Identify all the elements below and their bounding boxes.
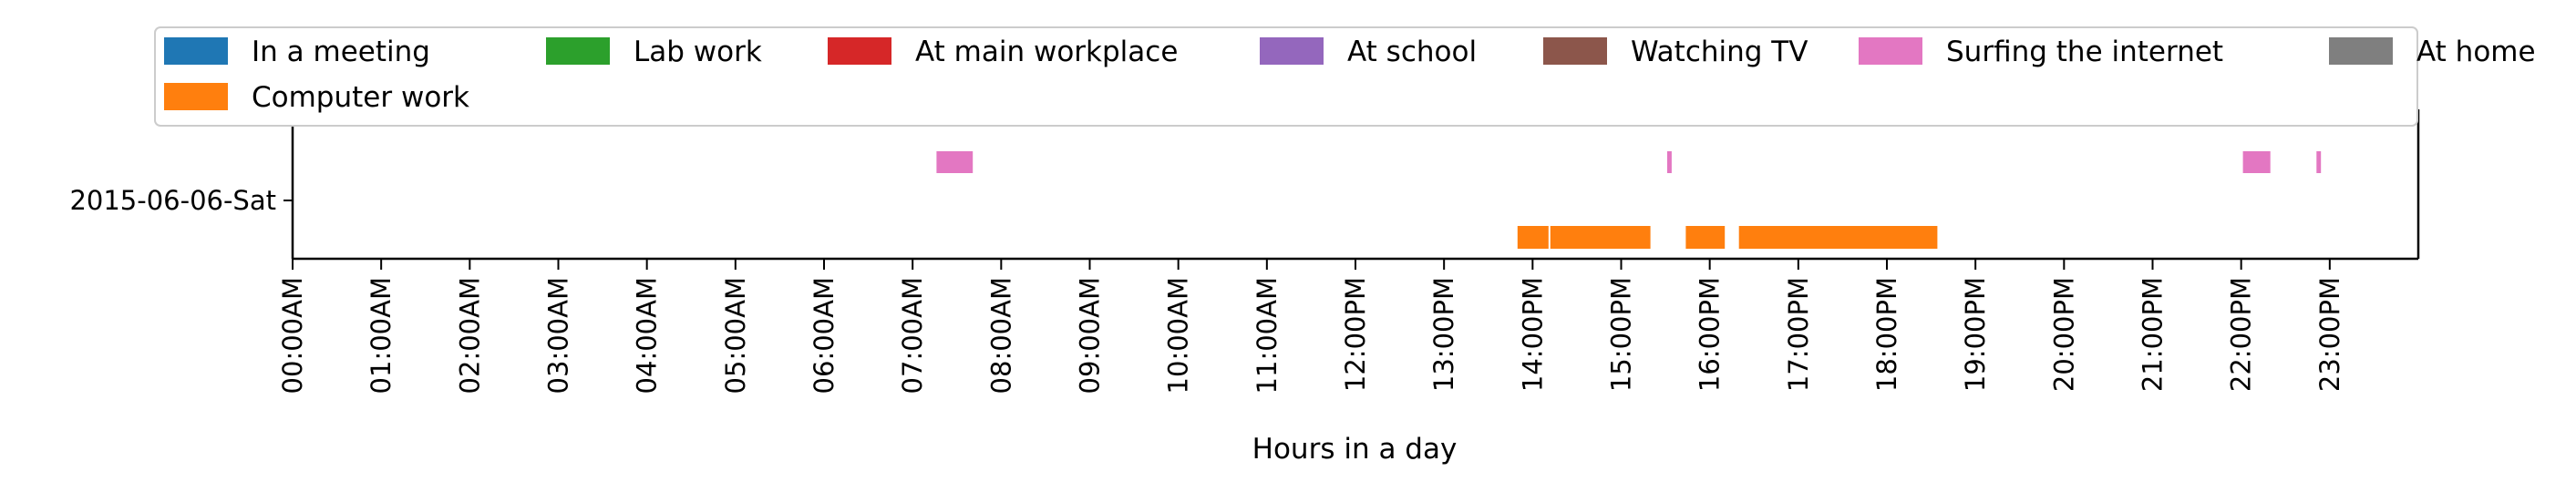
bar-computer-work-1 — [1550, 226, 1651, 249]
x-tick-label: 19:00PM — [1960, 277, 1991, 392]
bar-surfing-the-internet-3 — [2316, 151, 2322, 173]
bar-surfing-the-internet-1 — [1667, 151, 1672, 173]
x-tick-label: 22:00PM — [2226, 277, 2257, 392]
legend-swatch — [164, 83, 228, 110]
legend-frame — [154, 26, 2418, 127]
bar-surfing-the-internet-0 — [936, 151, 974, 173]
x-tick-label: 21:00PM — [2138, 277, 2169, 392]
legend-label: At school — [1347, 36, 1477, 68]
x-tick-label: 02:00AM — [454, 277, 485, 394]
axes: 2015-06-06-Sat 00:00AM 01:00AM 02:00AM 03:00… — [69, 109, 2420, 394]
x-tick-label: 15:00PM — [1606, 277, 1637, 392]
x-tick-label: 10:00AM — [1163, 277, 1194, 394]
x-tick-label: 16:00PM — [1695, 277, 1726, 392]
legend-label: Surfing the internet — [1946, 36, 2223, 68]
legend-swatch — [164, 37, 228, 65]
legend-swatch — [1543, 37, 1607, 65]
legend-label: Computer work — [252, 81, 469, 114]
legend-label: At home — [2416, 36, 2536, 68]
x-tick-label: 12:00PM — [1340, 277, 1371, 392]
legend-swatch — [546, 37, 610, 65]
x-tick-label: 03:00AM — [543, 277, 574, 394]
x-tick-label: 08:00AM — [985, 277, 1016, 394]
bar-surfing-the-internet-2 — [2242, 151, 2271, 173]
legend-swatch — [828, 37, 891, 65]
x-tick-label: 23:00PM — [2314, 277, 2345, 392]
x-tick-label: 11:00AM — [1252, 277, 1283, 394]
legend-label: Watching TV — [1631, 36, 1808, 68]
legend-label: At main workplace — [915, 36, 1178, 68]
plot-area — [936, 151, 2322, 249]
x-tick-label: 00:00AM — [277, 277, 308, 394]
x-tick-label: 13:00PM — [1428, 277, 1459, 392]
bar-computer-work-0 — [1517, 226, 1549, 249]
x-tick-label: 14:00PM — [1517, 277, 1548, 392]
x-axis-label: Hours in a day — [1252, 433, 1458, 466]
x-tick-label: 05:00AM — [720, 277, 751, 394]
x-tick-label: 17:00PM — [1783, 277, 1814, 392]
y-tick-label: 2015-06-06-Sat — [69, 185, 276, 216]
bar-computer-work-2 — [1685, 226, 1726, 249]
legend-swatch — [1260, 37, 1324, 65]
x-tick-label: 04:00AM — [632, 277, 663, 394]
legend: In a meeting Lab work At main workplace At … — [154, 26, 2536, 127]
legend-label: In a meeting — [252, 36, 430, 68]
x-tick-label: 20:00PM — [2048, 277, 2079, 392]
x-tick-label: 01:00AM — [366, 277, 397, 394]
legend-swatch — [1859, 37, 1922, 65]
x-tick-label: 07:00AM — [897, 277, 928, 394]
legend-label: Lab work — [634, 36, 762, 68]
x-tick-label: 06:00AM — [809, 277, 840, 394]
legend-swatch — [2329, 37, 2393, 65]
bar-computer-work-3 — [1738, 226, 1938, 249]
x-tick-label: 09:00AM — [1075, 277, 1106, 394]
x-tick-label: 18:00PM — [1871, 277, 1902, 392]
